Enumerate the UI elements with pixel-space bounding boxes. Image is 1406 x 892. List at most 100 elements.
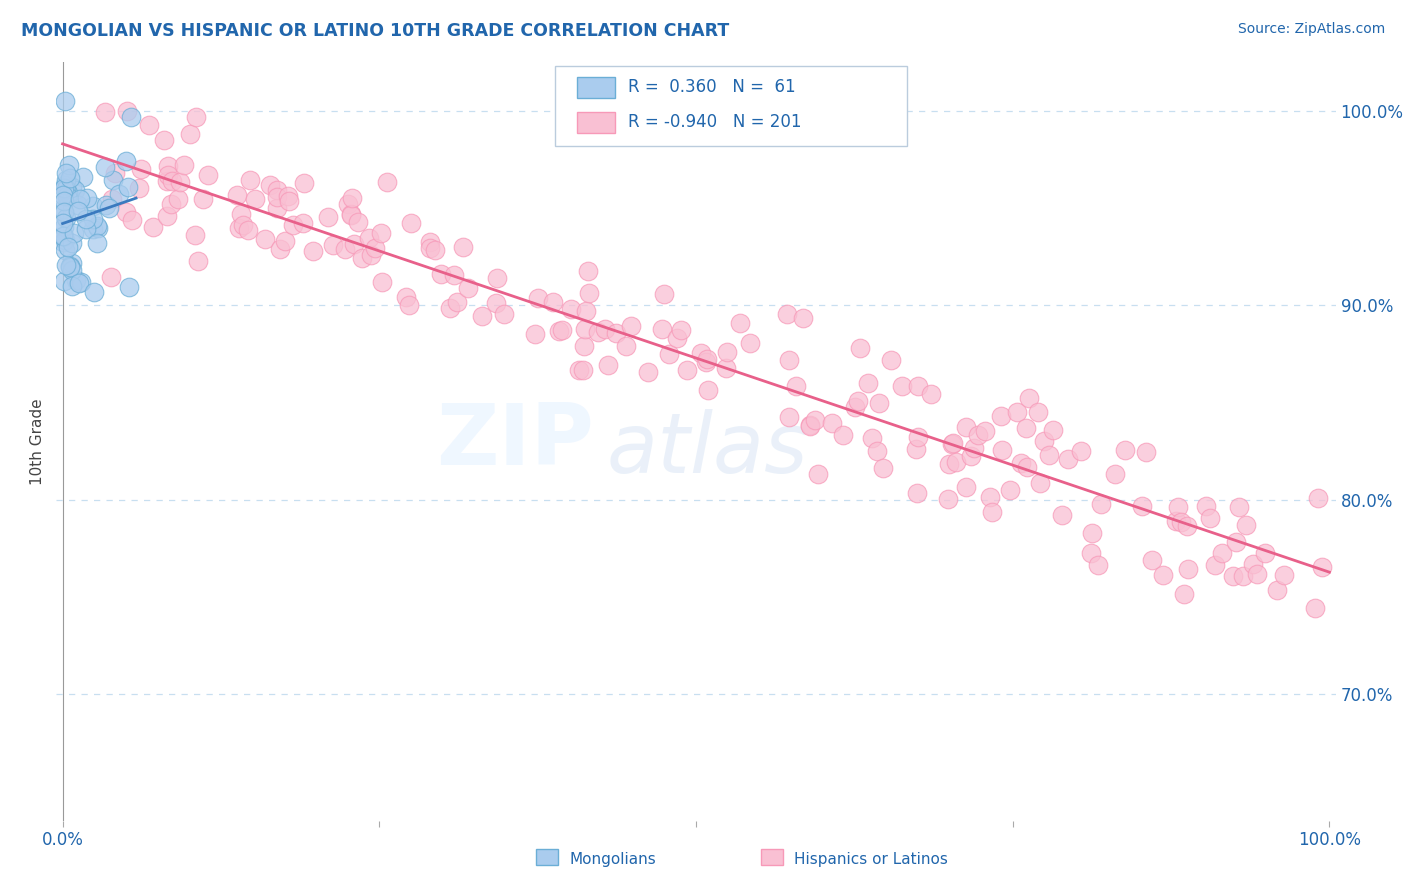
Point bbox=[336, 197, 359, 211]
Point bbox=[360, 248, 382, 262]
Point bbox=[620, 318, 643, 333]
Point bbox=[82, 212, 104, 227]
Point bbox=[94, 105, 117, 120]
Point bbox=[714, 360, 737, 375]
Point bbox=[75, 221, 97, 235]
Point bbox=[785, 379, 807, 393]
Point bbox=[1310, 560, 1333, 574]
Point bbox=[357, 231, 380, 245]
Point bbox=[676, 363, 699, 377]
Point bbox=[52, 187, 75, 202]
Point bbox=[1222, 568, 1244, 582]
Point bbox=[551, 324, 574, 338]
Point bbox=[340, 191, 363, 205]
Point bbox=[60, 256, 83, 270]
Point bbox=[120, 111, 142, 125]
Point bbox=[101, 192, 124, 206]
Point bbox=[52, 235, 75, 250]
Point bbox=[576, 264, 599, 278]
Point bbox=[58, 171, 80, 186]
Point bbox=[1225, 534, 1247, 549]
Point bbox=[63, 183, 86, 197]
Bar bbox=[761, 849, 783, 865]
Point bbox=[471, 310, 494, 324]
Point bbox=[541, 295, 564, 310]
Point bbox=[59, 260, 82, 274]
Point bbox=[651, 322, 673, 336]
Point bbox=[69, 192, 91, 206]
Point bbox=[905, 442, 928, 456]
Point bbox=[52, 194, 75, 209]
Point bbox=[232, 218, 254, 232]
Point bbox=[162, 174, 184, 188]
Text: Hispanics or Latinos: Hispanics or Latinos bbox=[794, 853, 948, 867]
Point bbox=[229, 207, 252, 221]
Text: R = -0.940   N = 201: R = -0.940 N = 201 bbox=[628, 113, 801, 131]
Point bbox=[716, 344, 738, 359]
Point bbox=[457, 281, 479, 295]
Point bbox=[979, 490, 1001, 504]
Point bbox=[799, 419, 821, 434]
Point bbox=[226, 188, 249, 202]
Point bbox=[364, 241, 387, 255]
Point bbox=[425, 243, 447, 257]
Point bbox=[907, 379, 929, 393]
Point bbox=[849, 341, 872, 355]
Point bbox=[492, 307, 515, 321]
Point bbox=[118, 280, 141, 294]
Point bbox=[696, 352, 718, 367]
Point bbox=[527, 291, 550, 305]
Point bbox=[87, 221, 110, 235]
Point bbox=[58, 186, 80, 201]
Point bbox=[1017, 460, 1039, 475]
Point bbox=[1038, 448, 1060, 462]
Point bbox=[114, 204, 136, 219]
Point bbox=[730, 316, 752, 330]
Point bbox=[799, 418, 821, 433]
Point bbox=[96, 198, 118, 212]
Bar bbox=[536, 849, 558, 865]
Point bbox=[370, 226, 392, 240]
Point bbox=[245, 192, 267, 206]
Point bbox=[86, 219, 108, 233]
Point bbox=[844, 400, 866, 414]
Point bbox=[86, 235, 108, 250]
Point bbox=[55, 182, 77, 196]
Point bbox=[1114, 442, 1136, 457]
Point bbox=[115, 153, 138, 168]
Point bbox=[375, 175, 398, 189]
Point bbox=[278, 194, 301, 209]
Point bbox=[981, 505, 1004, 519]
Point bbox=[52, 204, 75, 219]
Point bbox=[67, 276, 90, 290]
Point bbox=[689, 345, 711, 359]
Point bbox=[281, 218, 304, 232]
Point bbox=[955, 479, 977, 493]
Point bbox=[738, 336, 761, 351]
Point bbox=[398, 298, 420, 312]
Point bbox=[266, 201, 288, 215]
Point bbox=[339, 208, 361, 222]
Point bbox=[53, 243, 76, 257]
Point bbox=[1246, 567, 1268, 582]
Y-axis label: 10th Grade: 10th Grade bbox=[30, 398, 45, 485]
Point bbox=[666, 331, 689, 345]
Point bbox=[1272, 567, 1295, 582]
Point bbox=[128, 181, 150, 195]
Point bbox=[907, 430, 929, 444]
Point bbox=[371, 276, 394, 290]
Point bbox=[82, 199, 104, 213]
Point bbox=[963, 441, 986, 455]
Point bbox=[1177, 562, 1199, 576]
Point bbox=[259, 178, 281, 192]
Point bbox=[880, 352, 903, 367]
Point bbox=[129, 161, 152, 176]
Point bbox=[117, 179, 139, 194]
Point bbox=[941, 437, 963, 451]
Point bbox=[1175, 519, 1198, 533]
Point bbox=[959, 449, 981, 463]
Text: atlas: atlas bbox=[606, 409, 808, 490]
Point bbox=[76, 191, 98, 205]
Point bbox=[65, 272, 87, 286]
Point bbox=[277, 189, 299, 203]
